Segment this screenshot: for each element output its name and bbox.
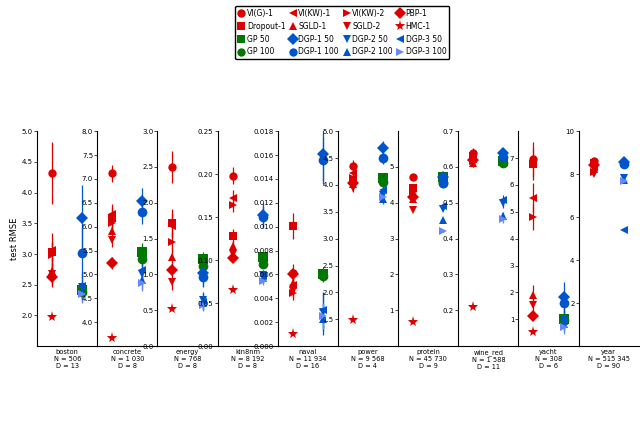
X-axis label: kin8nm
N = 8 192
D = 8: kin8nm N = 8 192 D = 8 bbox=[231, 349, 264, 369]
Legend: VI(G)-1, Dropout-1, GP 50, GP 100, VI(KW)-1, SGLD-1, DGP-1 50, DGP-1 100, VI(KW): VI(G)-1, Dropout-1, GP 50, GP 100, VI(KW… bbox=[236, 6, 449, 59]
X-axis label: concrete
N = 1 030
D = 8: concrete N = 1 030 D = 8 bbox=[111, 349, 144, 369]
X-axis label: boston
N = 506
D = 13: boston N = 506 D = 13 bbox=[54, 349, 81, 369]
X-axis label: wine_red
N = 1 588
D = 11: wine_red N = 1 588 D = 11 bbox=[472, 349, 505, 370]
X-axis label: protein
N = 45 730
D = 9: protein N = 45 730 D = 9 bbox=[409, 349, 447, 369]
X-axis label: energy
N = 768
D = 8: energy N = 768 D = 8 bbox=[174, 349, 201, 369]
X-axis label: year
N = 515 345
D = 90: year N = 515 345 D = 90 bbox=[588, 349, 630, 369]
Y-axis label: test RMSE: test RMSE bbox=[10, 218, 19, 260]
X-axis label: yacht
N = 308
D = 6: yacht N = 308 D = 6 bbox=[535, 349, 562, 369]
X-axis label: naval
N = 11 934
D = 16: naval N = 11 934 D = 16 bbox=[289, 349, 326, 369]
X-axis label: power
N = 9 568
D = 4: power N = 9 568 D = 4 bbox=[351, 349, 385, 369]
